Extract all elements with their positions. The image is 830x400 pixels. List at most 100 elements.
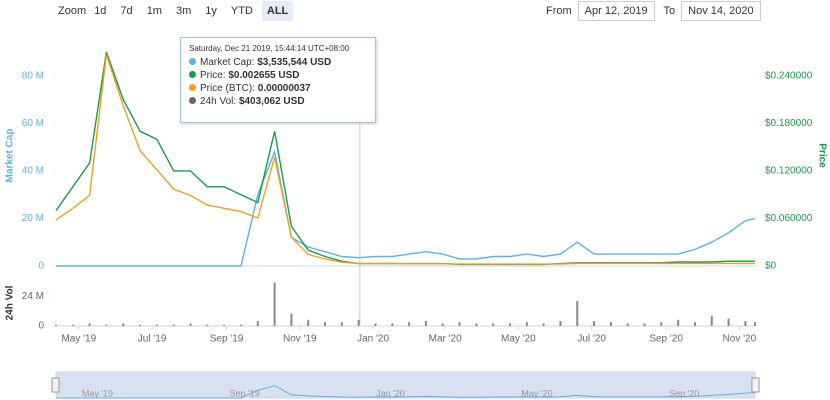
vol-axis-title: 24h Vol [5,285,16,320]
from-input[interactable]: Apr 12, 2019 [577,1,655,21]
from-label: From [546,5,572,17]
x-tick-label: Sep '19 [210,334,244,345]
navigator-label: May '19 [82,388,113,398]
zoom-button[interactable]: 1m [146,5,162,17]
navigator-line [56,385,756,399]
y-tick-label: 40 M [22,166,44,177]
volume-bar [155,324,158,326]
zoom-button[interactable]: 3m [175,5,192,17]
zoom-button[interactable]: 1y [205,5,217,17]
volume-bar [492,323,495,326]
navigator-label: Jan '20 [376,388,405,398]
x-tick-label: May '20 [501,334,536,345]
volume-bar [458,322,461,326]
vol-tick-label: 24 M [22,291,44,302]
y2-tick-label: $0.240000 [765,71,813,82]
y-tick-label: 20 M [22,213,44,224]
tooltip-dot [189,71,196,78]
series-line [55,51,755,266]
tooltip-row: Price: $0.002655 USD [189,69,367,82]
vol-tick-label: 0 [38,321,44,332]
date-range: From Apr 12, 2019 To Nov 14, 2020 [546,1,767,21]
x-tick-label: Sep '20 [649,334,683,345]
volume-bar [408,322,411,326]
y-tick-label: 80 M [22,71,44,82]
y2-tick-label: $0.120000 [765,166,813,177]
volume-bar [105,324,108,326]
volume-bar [626,323,629,326]
x-tick-label: Jan '20 [357,334,389,345]
volume-bar [88,323,91,326]
tooltip-label: Market Cap: [200,57,255,68]
zoom-label: Zoom [58,5,87,17]
tooltip-value: 0.00000037 [257,83,311,94]
navigator-label: May '20 [521,388,552,398]
volume-bar [660,322,663,326]
y-axis-title: Market Cap [5,129,16,183]
tooltip-dot [189,84,196,91]
volume-bar [374,323,377,326]
tooltip-dot [189,97,196,104]
tooltip-dot [189,58,196,65]
volume-bar [525,322,528,326]
x-tick-label: Jul '19 [138,334,167,345]
zoom-button[interactable]: YTD [230,5,253,17]
zoom-button[interactable]: ALL [261,1,294,21]
x-tick-label: Mar '20 [429,334,462,345]
navigator [55,371,756,399]
zoom-bar: Zoom 1d 7d 1m 3m 1y YTD ALL [58,1,297,21]
volume-bar [576,301,579,326]
to-label: To [663,5,676,17]
volume-bar [643,323,646,326]
volume-bar [55,324,57,326]
zoom-button[interactable]: 7d [120,5,133,17]
tooltip-value: $403,062 USD [238,96,305,107]
volume-bar [357,319,360,326]
volume-bar [206,324,209,326]
y2-tick-label: $0.180000 [765,118,813,129]
zoom-buttons: 1d 7d 1m 3m 1y YTD ALL [89,1,297,21]
x-tick-label: Nov '19 [283,334,317,345]
y2-tick-label: $0 [765,261,777,272]
to-input[interactable]: Nov 14, 2020 [681,1,761,21]
volume-bar [508,323,511,326]
x-tick-label: May '19 [61,334,96,345]
series-line [56,149,756,267]
volume-bar [307,319,310,326]
navigator-handle[interactable] [51,377,60,393]
volume-bar [71,324,74,326]
volume-bar [256,321,259,326]
y-tick-label: 60 M [22,118,44,129]
tooltip-label: Price: [200,70,226,81]
tooltip-value: $3,535,544 USD [257,57,332,68]
tooltip-value: $0.002655 USD [228,70,300,81]
volume-bar [441,323,444,326]
volume-bar [290,313,293,326]
x-tick-label: Nov '20 [723,334,757,345]
volume-bar [677,319,680,326]
y-tick-label: 0 [38,261,44,272]
volume-bar [340,322,343,326]
volume-bar [727,318,730,326]
tooltip-row: Market Cap: $3,535,544 USD [189,56,367,69]
zoom-button[interactable]: 1d [94,5,107,17]
volume-bar [609,322,612,326]
volume-bar [475,323,478,326]
volume-bar [139,324,142,326]
tooltip: Saturday, Dec 21 2019, 15:44:14 UTC+08:0… [180,37,376,123]
volume-bar [754,322,756,326]
volume-bar [710,316,713,326]
volume-bar [172,324,175,326]
volume-bar [593,321,596,326]
volume-bar [223,324,226,326]
volume-bar [559,321,562,326]
navigator-handle[interactable] [751,377,760,393]
volume-bar [239,324,242,326]
volume-bar [542,323,545,326]
series-line [55,54,755,265]
volume-bar [424,321,427,326]
volume-bar [189,323,192,326]
volume-bar [391,323,394,326]
